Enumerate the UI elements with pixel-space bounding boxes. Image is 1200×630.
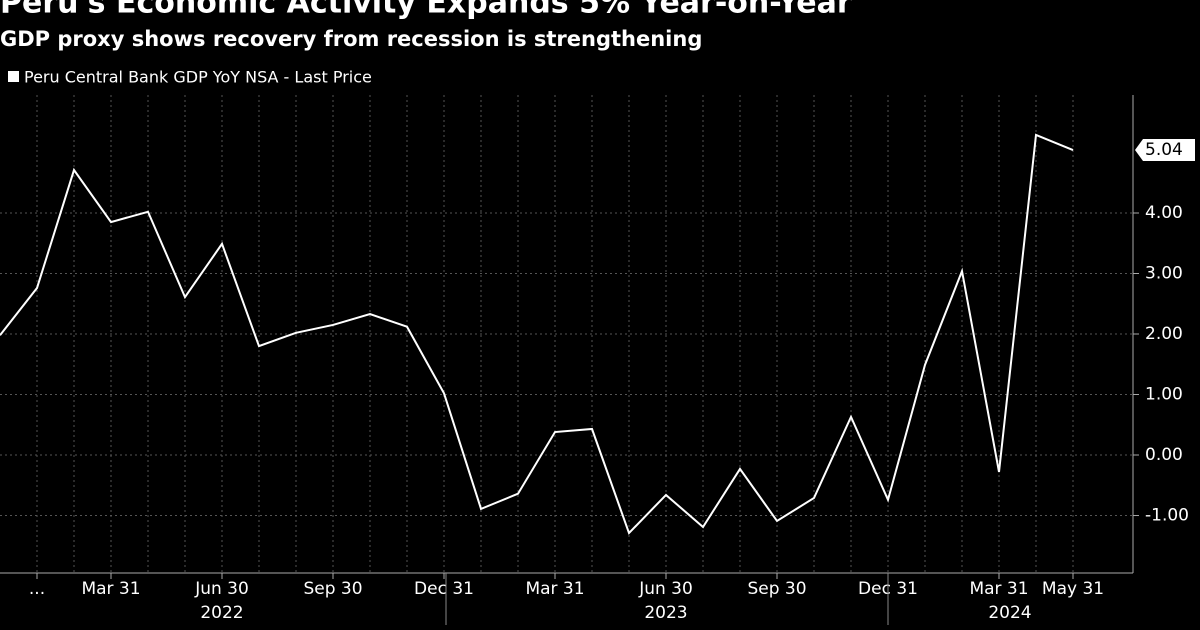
x-tick-label: Jun 30 (638, 579, 693, 599)
x-tick-label: Sep 30 (747, 579, 806, 599)
x-tick-label: Dec 31 (414, 579, 474, 599)
year-label: 2024 (988, 603, 1031, 623)
y-tick-label: 4.00 (1145, 203, 1183, 223)
x-tick-label: Mar 31 (525, 579, 584, 599)
legend-swatch (8, 71, 19, 82)
y-tick-label: 3.00 (1145, 263, 1183, 283)
year-label: 2022 (200, 603, 243, 623)
x-tick-label: Jun 30 (194, 579, 249, 599)
x-tick-label: Sep 30 (303, 579, 362, 599)
x-tick-label: May 31 (1042, 579, 1104, 599)
x-tick-label: Mar 31 (969, 579, 1028, 599)
y-tick-label: 2.00 (1145, 324, 1183, 344)
y-tick-label: 1.00 (1145, 385, 1183, 405)
y-tick-label: -1.00 (1145, 506, 1189, 526)
year-label: 2023 (644, 603, 687, 623)
series-line (0, 133, 1074, 535)
value-label-bg (1135, 139, 1195, 162)
value-label: 5.04 (1145, 140, 1183, 160)
y-tick-label: 0.00 (1145, 445, 1183, 465)
x-tick-label: ... (29, 579, 45, 599)
chart-title: Peru's Economic Activity Expands 5% Year… (0, 0, 852, 21)
chart-subtitle: GDP proxy shows recovery from recession … (0, 27, 702, 51)
legend-label: Peru Central Bank GDP YoY NSA - Last Pri… (24, 68, 372, 87)
x-tick-label: Mar 31 (81, 579, 140, 599)
